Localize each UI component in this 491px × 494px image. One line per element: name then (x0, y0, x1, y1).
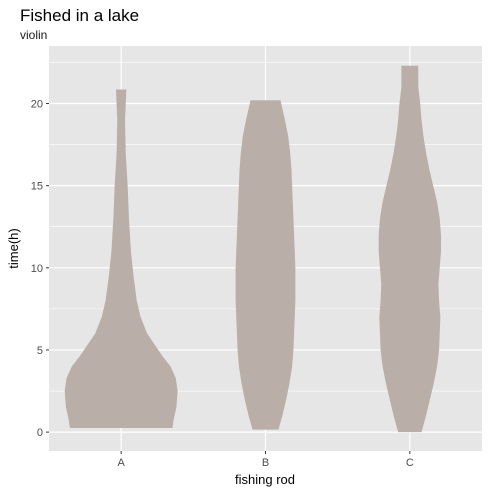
x-tick-label: B (262, 457, 269, 469)
chart-subtitle: violin (20, 28, 47, 42)
y-tick-label: 5 (37, 345, 43, 357)
x-tick-label: C (406, 457, 414, 469)
chart-title: Fished in a lake (20, 6, 139, 25)
violin-B (236, 100, 296, 429)
y-tick-label: 20 (31, 99, 43, 111)
y-tick-label: 10 (31, 263, 43, 275)
x-axis-title: fishing rod (235, 472, 295, 487)
y-tick-label: 0 (37, 427, 43, 439)
x-tick-label: A (117, 457, 125, 469)
y-tick-label: 15 (31, 181, 43, 193)
y-axis-title: time(h) (6, 228, 21, 268)
